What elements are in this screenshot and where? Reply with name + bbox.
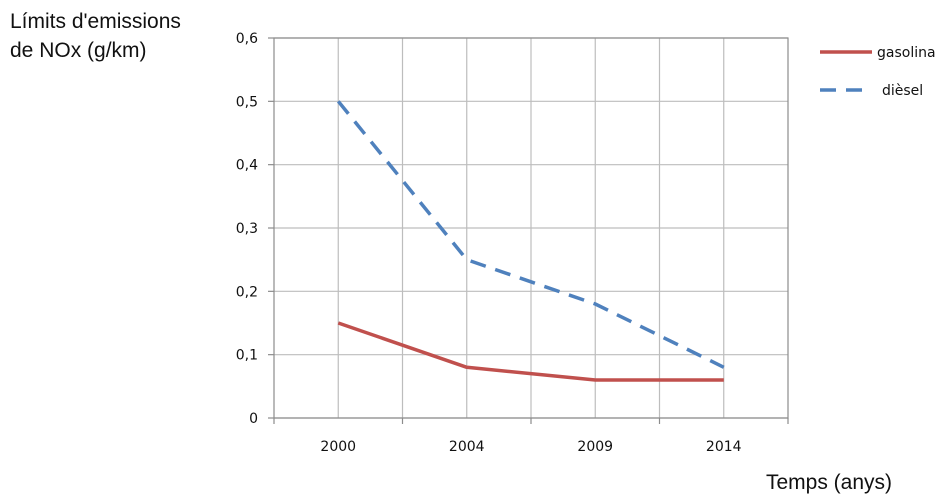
x-tick-label: 2009 [577, 439, 613, 455]
y-tick-label: 0,1 [236, 348, 258, 364]
legend-label-diesel: dièsel [882, 83, 923, 99]
x-axis-label: Temps (anys) [766, 471, 892, 494]
y-tick-label: 0,2 [236, 284, 258, 300]
x-axis-ticks: 2000 2004 2009 2014 [274, 418, 788, 455]
y-axis-label-line-2: de NOx (g/km) [10, 39, 147, 62]
x-tick-label: 2004 [449, 439, 485, 455]
x-tick-label: 2014 [706, 439, 742, 455]
y-axis-ticks: 0 0,1 0,2 0,3 0,4 0,5 0,6 [236, 31, 274, 427]
y-tick-label: 0,4 [236, 158, 258, 174]
y-axis-label-line-1: Límits d'emissions [10, 10, 181, 33]
y-tick-label: 0,5 [236, 94, 258, 110]
y-tick-label: 0,6 [236, 31, 258, 47]
legend: gasolina dièsel [820, 45, 936, 99]
legend-label-gasolina: gasolina [877, 45, 936, 61]
y-tick-label: 0,3 [236, 221, 258, 237]
y-tick-label: 0 [249, 411, 258, 427]
x-tick-label: 2000 [320, 439, 356, 455]
